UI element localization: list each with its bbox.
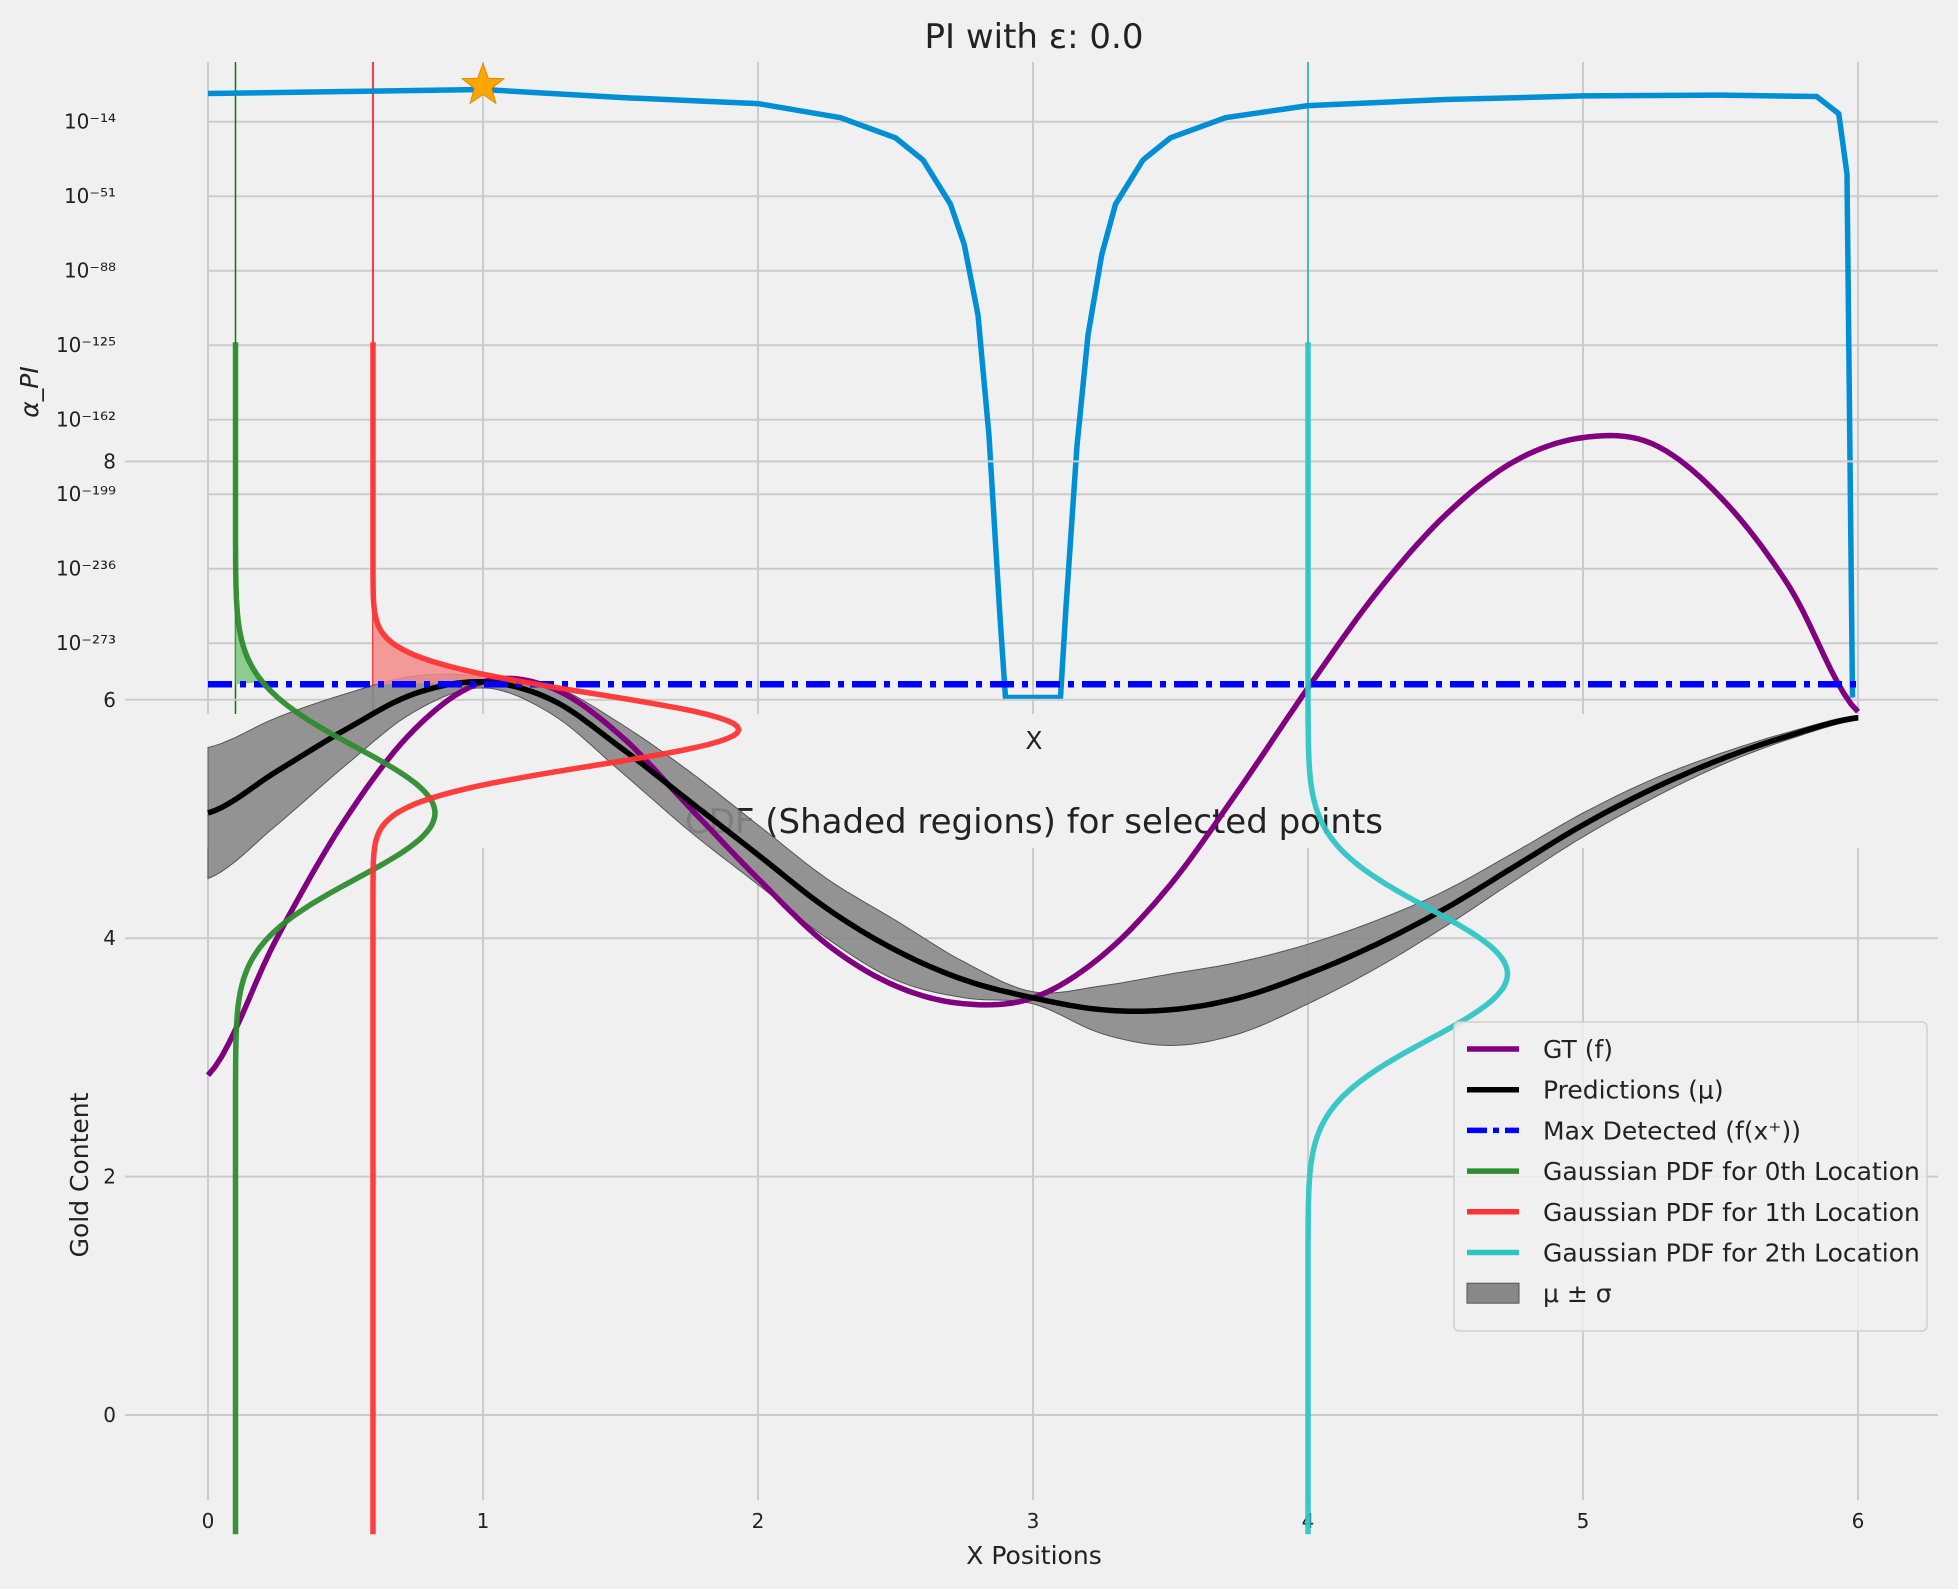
legend-label: Gaussian PDF for 0th Location [1543, 1157, 1920, 1186]
cdf-x-axis-label: X Positions [966, 1541, 1101, 1570]
cdf-x-tick-label: 6 [1852, 1509, 1865, 1533]
legend-label: μ ± σ [1543, 1279, 1612, 1308]
cdf-y-axis-label: Gold Content [65, 1092, 94, 1257]
legend: GT (f) Predictions (μ) Max Detected (f(x⁺)… [1453, 1021, 1928, 1332]
cdf-x-tick-label: 2 [752, 1509, 765, 1533]
cdf-panel: CDF (Shaded regions) for selected points… [65, 342, 1938, 1570]
pi-y-tick-label: 10⁻⁵¹ [64, 184, 116, 208]
gaussian-pdf-line [370, 342, 742, 1535]
star-icon [460, 62, 506, 105]
cdf-grid [125, 460, 1938, 1500]
legend-label: Gaussian PDF for 2th Location [1543, 1239, 1920, 1268]
pi-y-tick-label: 10⁻¹²⁵ [56, 333, 116, 357]
cdf-y-tick-label: 2 [103, 1165, 116, 1189]
pi-x-axis-label: X [1025, 726, 1042, 755]
cdf-x-tick-label: 0 [202, 1509, 215, 1533]
cdf-y-tick-label: 6 [103, 688, 116, 712]
cdf-shaded-region [235, 342, 263, 685]
cdf-y-tick-label: 0 [103, 1403, 116, 1427]
gaussian-pdf-line [232, 342, 438, 1535]
legend-label: Gaussian PDF for 1th Location [1543, 1198, 1920, 1227]
pi-y-axis-label: α_PI [15, 366, 44, 417]
pi-title: PI with ε: 0.0 [925, 17, 1144, 57]
legend-label: Predictions (μ) [1543, 1076, 1724, 1105]
gaussian-pdf-line [1305, 342, 1511, 1535]
pi-y-tick-label: 10⁻²³⁶ [56, 557, 116, 581]
cdf-x-tick-label: 3 [1027, 1509, 1040, 1533]
cdf-lines [205, 342, 1861, 1535]
cdf-title: CDF (Shaded regions) for selected points [685, 802, 1383, 842]
pi-max-marker [460, 62, 506, 105]
predictions-line [207, 679, 1859, 1014]
legend-label: GT (f) [1543, 1035, 1613, 1064]
pi-y-tick-label: 10⁻¹⁹⁹ [56, 482, 116, 506]
pi-y-tick-label: 10⁻¹⁶² [56, 408, 116, 432]
cdf-x-tick-label: 5 [1577, 1509, 1590, 1533]
cdf-y-tick-label: 4 [103, 926, 116, 950]
cdf-y-tick-label: 8 [103, 449, 116, 473]
pi-curve [207, 86, 1856, 701]
pi-grid [207, 62, 1938, 714]
cdf-x-tick-label: 1 [477, 1509, 490, 1533]
cdf-shaded-region [373, 342, 524, 685]
cdf-shaded-regions [235, 342, 524, 685]
pi-curve-line [207, 86, 1856, 701]
legend-frame [1453, 1021, 1928, 1332]
pi-y-tick-label: 10⁻⁸⁸ [64, 259, 116, 283]
pi-y-tick-labels: 10⁻¹⁴ 10⁻⁵¹ 10⁻⁸⁸ 10⁻¹²⁵ 10⁻¹⁶² 10⁻¹⁹⁹ 10⁻²³⁶ 1… [56, 110, 116, 655]
pi-y-tick-label: 10⁻²⁷³ [56, 631, 116, 655]
pi-y-tick-label: 10⁻¹⁴ [64, 110, 116, 134]
legend-swatch [1466, 1282, 1520, 1304]
pi-panel: PI with ε: 0.0 10⁻¹⁴10⁻⁵¹10⁻⁸⁸10⁻¹²⁵10⁻¹… [15, 17, 1938, 755]
legend-label: Max Detected (f(x⁺)) [1543, 1116, 1801, 1145]
